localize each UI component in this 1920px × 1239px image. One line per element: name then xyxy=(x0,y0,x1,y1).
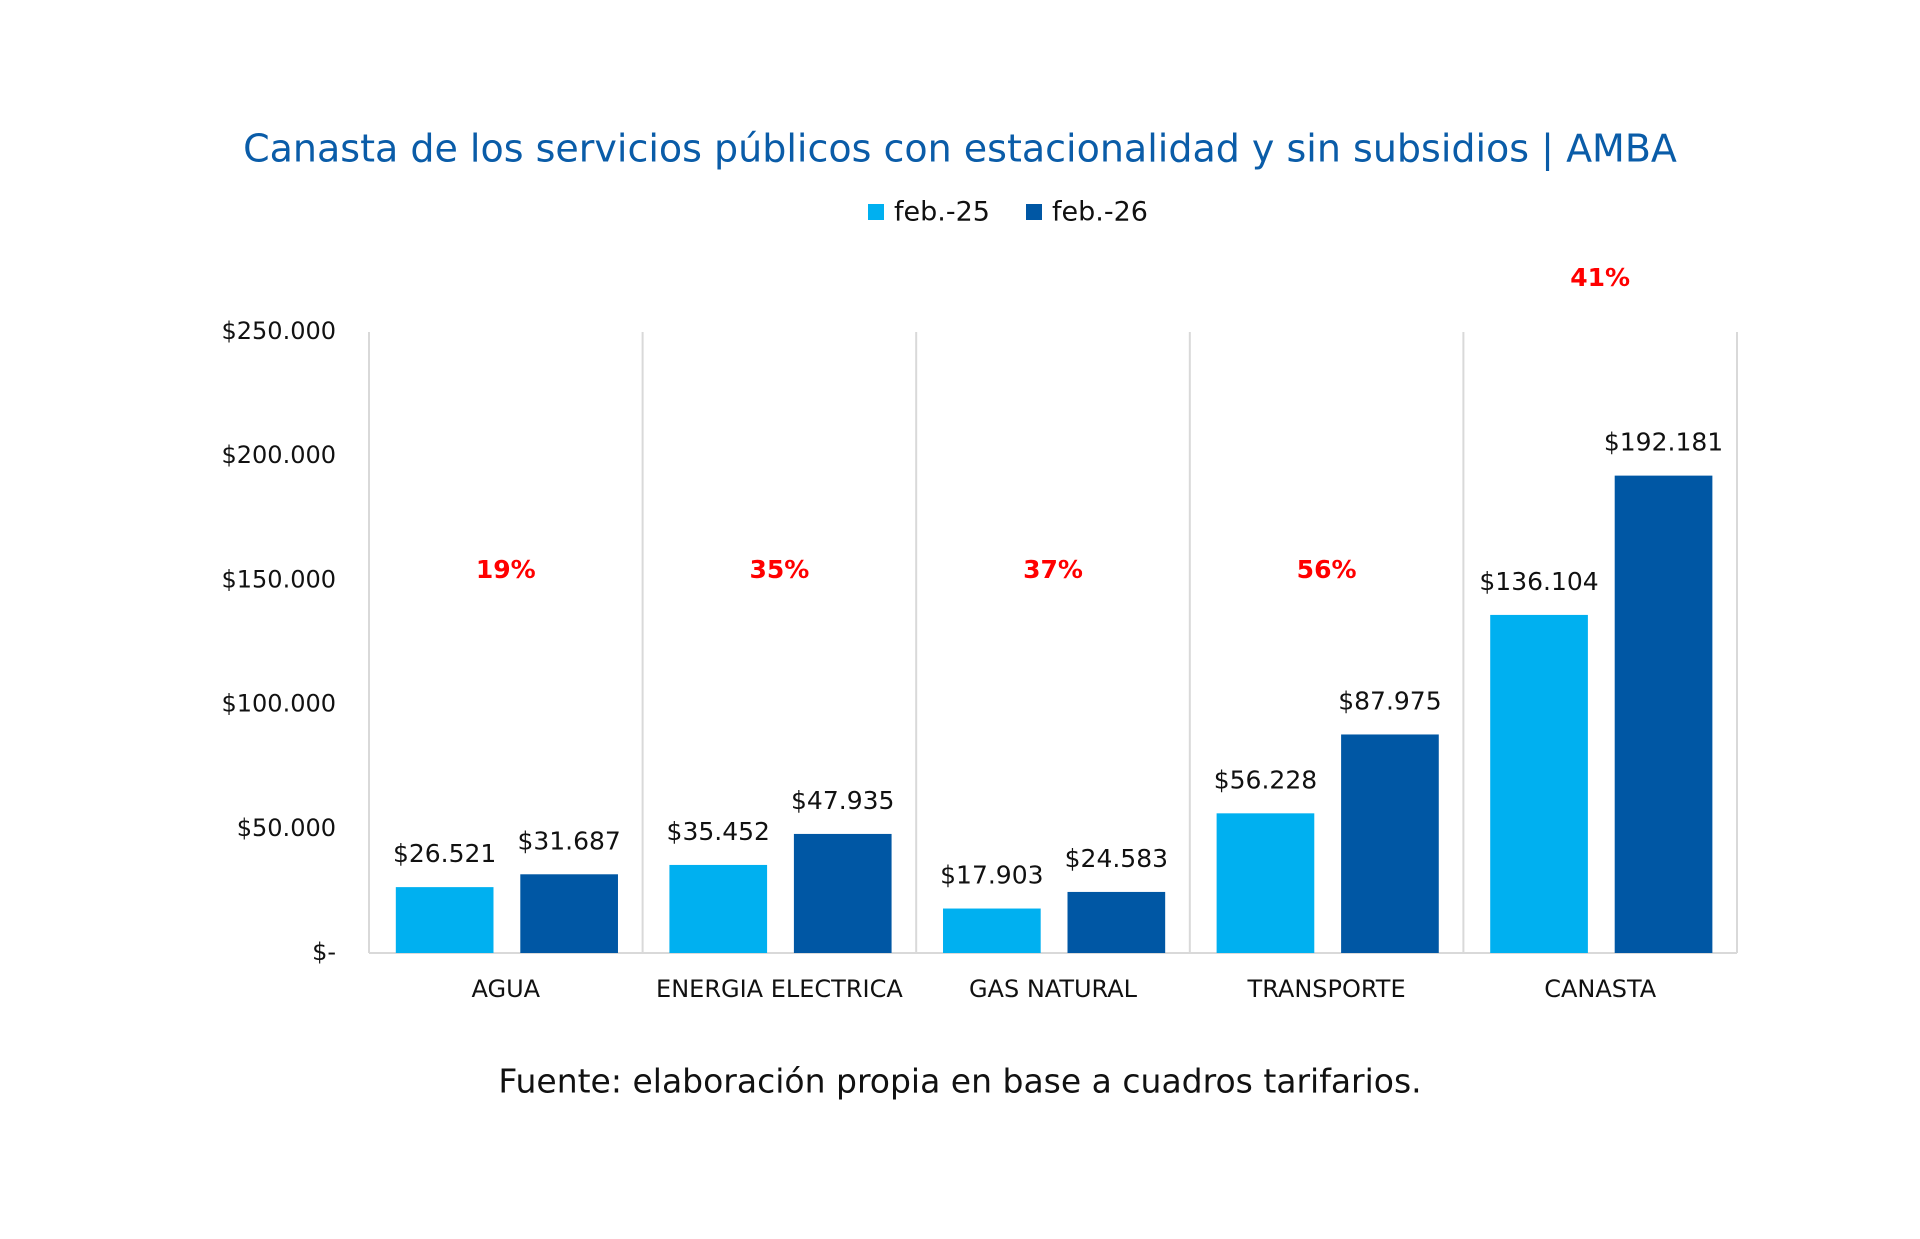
source-note: Fuente: elaboración propia en base a cua… xyxy=(498,1062,1421,1101)
chart-title: Canasta de los servicios públicos con es… xyxy=(243,127,1677,172)
value-label: $17.903 xyxy=(940,861,1043,890)
x-tick-label: TRANSPORTE xyxy=(1247,975,1406,1003)
legend-label: feb.-25 xyxy=(894,197,990,228)
value-label: $192.181 xyxy=(1604,428,1723,457)
growth-label: 37% xyxy=(1023,555,1083,584)
bar xyxy=(1341,734,1439,953)
bar xyxy=(1614,475,1713,953)
value-label: $47.935 xyxy=(791,786,894,815)
x-tick-label: CANASTA xyxy=(1544,975,1657,1003)
legend-swatch xyxy=(1026,204,1042,220)
value-label: $87.975 xyxy=(1338,686,1441,715)
value-label: $56.228 xyxy=(1214,765,1317,794)
bar xyxy=(1490,614,1588,953)
bar xyxy=(520,874,618,953)
y-tick-label: $250.000 xyxy=(221,317,336,345)
growth-label: 35% xyxy=(749,555,809,584)
legend-label: feb.-26 xyxy=(1052,197,1148,228)
y-tick-label: $100.000 xyxy=(221,690,336,718)
bar xyxy=(395,887,494,953)
value-label: $31.687 xyxy=(517,826,620,855)
y-tick-label: $150.000 xyxy=(221,565,336,593)
value-label: $24.583 xyxy=(1065,844,1168,873)
value-label: $136.104 xyxy=(1479,567,1598,596)
y-tick-label: $- xyxy=(312,938,336,966)
growth-label: 41% xyxy=(1570,263,1630,292)
value-label: $35.452 xyxy=(667,817,770,846)
bar xyxy=(793,833,892,953)
growth-label: 56% xyxy=(1297,555,1357,584)
bar xyxy=(669,864,768,953)
bar xyxy=(1216,813,1315,953)
x-tick-label: ENERGIA ELECTRICA xyxy=(656,975,903,1003)
x-tick-label: AGUA xyxy=(472,975,541,1003)
y-tick-label: $200.000 xyxy=(221,441,336,469)
bar xyxy=(943,908,1041,953)
x-tick-label: GAS NATURAL xyxy=(969,975,1138,1003)
bar xyxy=(1067,891,1166,953)
legend-swatch xyxy=(868,204,884,220)
growth-label: 19% xyxy=(476,555,536,584)
y-tick-label: $50.000 xyxy=(237,814,336,842)
value-label: $26.521 xyxy=(393,839,496,868)
